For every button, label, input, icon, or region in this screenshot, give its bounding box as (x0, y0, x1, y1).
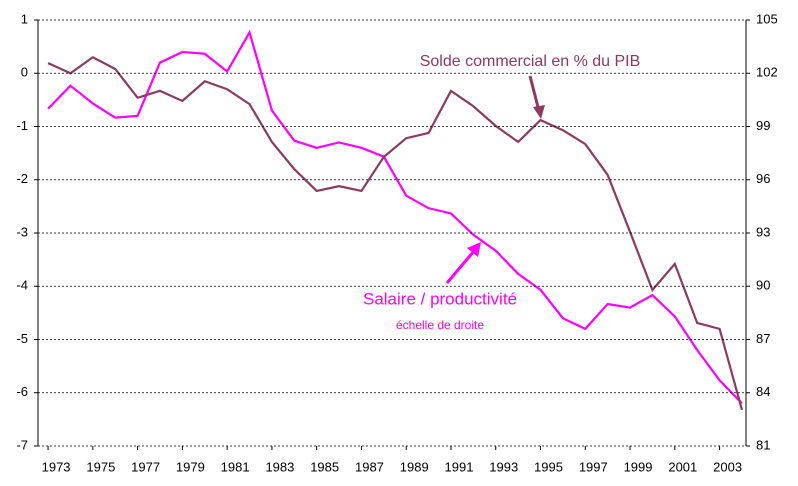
series-label: Solde commercial en % du PIB (420, 53, 641, 70)
x-tick-label: 1997 (579, 459, 608, 474)
line-series (47, 55, 744, 411)
x-tick-label: 1991 (445, 459, 474, 474)
y-tick-label: -5 (16, 331, 28, 346)
arrow-head (467, 242, 481, 257)
y-tick-label: -3 (16, 224, 28, 239)
arrow-head (533, 105, 545, 119)
y-tick-label: -4 (16, 278, 28, 293)
x-tick-label: 1995 (534, 459, 563, 474)
x-tick-label: 2003 (713, 459, 742, 474)
y2-tick-label: 93 (756, 224, 770, 239)
y-tick-label: 1 (21, 11, 28, 26)
annotation: échelle de droite (396, 318, 484, 332)
y-tick-label: -2 (16, 171, 28, 186)
x-tick-label: 1983 (265, 459, 294, 474)
x-tick-label: 1979 (176, 459, 205, 474)
y2-tick-label: 105 (756, 11, 778, 26)
y2-tick-label: 84 (756, 384, 770, 399)
x-tick-label: 1975 (86, 459, 115, 474)
series-label: Salaire / productivité (363, 289, 517, 308)
x-tick-label: 1993 (489, 459, 518, 474)
x-tick-label: 1987 (355, 459, 384, 474)
y2-tick-label: 99 (756, 118, 770, 133)
y2-tick-label: 102 (756, 65, 778, 80)
x-tick-label: 1981 (221, 459, 250, 474)
y-tick-label: -7 (16, 437, 28, 452)
arrow (528, 75, 541, 112)
x-tick-label: 2001 (668, 459, 697, 474)
x-tick-label: 1989 (400, 459, 429, 474)
arrow (445, 250, 476, 284)
x-tick-label: 1973 (42, 459, 71, 474)
y-tick-label: 0 (21, 65, 28, 80)
y-tick-label: -6 (16, 384, 28, 399)
y2-tick-label: 81 (756, 437, 770, 452)
y2-tick-label: 96 (756, 171, 770, 186)
x-tick-label: 1985 (310, 459, 339, 474)
y2-tick-label: 87 (756, 331, 770, 346)
x-tick-label: 1999 (624, 459, 653, 474)
y2-tick-label: 90 (756, 278, 770, 293)
y-tick-label: -1 (16, 118, 28, 133)
line-series (47, 29, 743, 405)
x-tick-label: 1977 (131, 459, 160, 474)
